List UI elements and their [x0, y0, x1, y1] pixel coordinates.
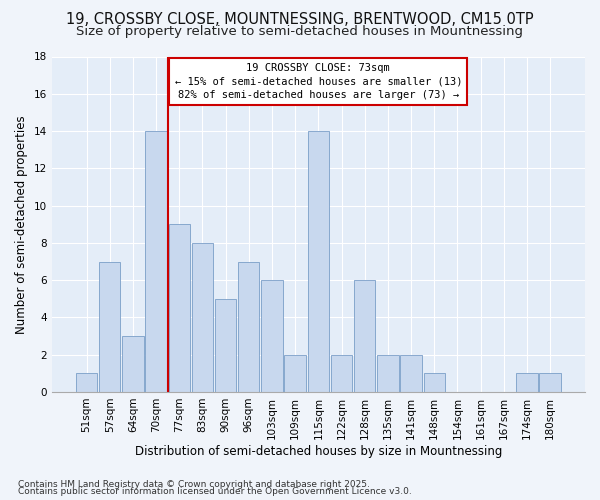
Text: 19, CROSSBY CLOSE, MOUNTNESSING, BRENTWOOD, CM15 0TP: 19, CROSSBY CLOSE, MOUNTNESSING, BRENTWO… — [66, 12, 534, 28]
Bar — [331, 354, 352, 392]
Bar — [400, 354, 422, 392]
Bar — [122, 336, 143, 392]
Bar — [145, 131, 167, 392]
X-axis label: Distribution of semi-detached houses by size in Mountnessing: Distribution of semi-detached houses by … — [134, 444, 502, 458]
Bar — [354, 280, 376, 392]
Text: Size of property relative to semi-detached houses in Mountnessing: Size of property relative to semi-detach… — [77, 25, 523, 38]
Bar — [76, 374, 97, 392]
Bar — [99, 262, 121, 392]
Bar — [377, 354, 398, 392]
Bar — [539, 374, 561, 392]
Text: Contains HM Land Registry data © Crown copyright and database right 2025.: Contains HM Land Registry data © Crown c… — [18, 480, 370, 489]
Bar — [192, 243, 213, 392]
Text: Contains public sector information licensed under the Open Government Licence v3: Contains public sector information licen… — [18, 488, 412, 496]
Bar — [169, 224, 190, 392]
Bar — [238, 262, 259, 392]
Bar — [516, 374, 538, 392]
Bar — [215, 299, 236, 392]
Bar — [424, 374, 445, 392]
Text: 19 CROSSBY CLOSE: 73sqm
← 15% of semi-detached houses are smaller (13)
82% of se: 19 CROSSBY CLOSE: 73sqm ← 15% of semi-de… — [175, 63, 462, 100]
Bar — [284, 354, 306, 392]
Bar — [308, 131, 329, 392]
Y-axis label: Number of semi-detached properties: Number of semi-detached properties — [15, 115, 28, 334]
Bar — [262, 280, 283, 392]
